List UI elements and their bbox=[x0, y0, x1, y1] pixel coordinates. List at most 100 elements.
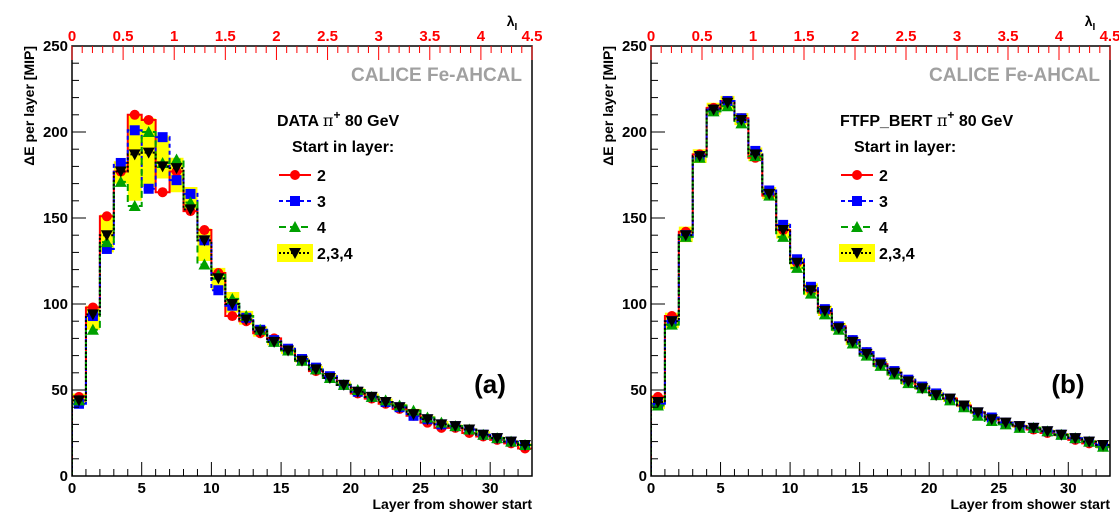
x-tick-label: 20 bbox=[342, 480, 359, 497]
plot-area bbox=[651, 95, 1110, 476]
legend-title: Start in layer: bbox=[854, 139, 956, 156]
lambda-subscript: I bbox=[515, 22, 518, 33]
top-tick-label: 4 bbox=[1055, 28, 1064, 45]
data-point-black bbox=[519, 440, 532, 452]
header-prefix: DATA bbox=[277, 113, 323, 130]
legend-marker bbox=[852, 170, 862, 180]
legend-entry-blue: 3 bbox=[279, 194, 326, 211]
data-point-blue bbox=[143, 183, 154, 194]
data-point-black bbox=[72, 395, 85, 407]
data-point-red bbox=[129, 109, 140, 120]
y-tick-label: 50 bbox=[630, 382, 647, 399]
data-point-black bbox=[651, 397, 664, 409]
data-point-red bbox=[143, 114, 154, 125]
top-tick-label: 3.5 bbox=[419, 28, 440, 45]
data-point-green bbox=[128, 199, 141, 211]
data-point-blue bbox=[129, 125, 140, 136]
data-point-black bbox=[957, 400, 970, 412]
series-line-green bbox=[651, 105, 1110, 476]
data-point-black bbox=[874, 359, 887, 371]
data-point-black bbox=[930, 390, 943, 402]
y-tick-label: 100 bbox=[43, 296, 68, 313]
top-tick-label: 4 bbox=[477, 28, 486, 45]
legend-entry-red: 2 bbox=[841, 168, 888, 185]
y-tick-label: 200 bbox=[43, 124, 68, 141]
legend-marker bbox=[289, 248, 301, 259]
data-point-black bbox=[679, 230, 692, 242]
x-tick-label: 25 bbox=[990, 480, 1007, 497]
data-point-black bbox=[888, 367, 901, 379]
data-point-black bbox=[309, 364, 322, 376]
data-point-green bbox=[114, 175, 127, 187]
data-point-black bbox=[1013, 421, 1026, 433]
data-point-black bbox=[435, 419, 448, 431]
top-tick-label: 2.5 bbox=[317, 28, 338, 45]
data-point-black bbox=[1083, 436, 1096, 448]
data-point-black bbox=[735, 114, 748, 126]
data-point-black bbox=[707, 104, 720, 116]
legend-marker bbox=[851, 221, 863, 232]
panel-label: (a) bbox=[474, 369, 506, 399]
y-tick-label: 0 bbox=[639, 468, 647, 485]
x-axis-title: Layer from shower start bbox=[373, 496, 533, 512]
top-tick-label: 0 bbox=[68, 28, 76, 45]
series-blue bbox=[72, 125, 532, 476]
legend-header: DATA π+ 80 GeV bbox=[277, 108, 399, 130]
x-tick-label: 0 bbox=[647, 480, 655, 497]
data-point-black bbox=[832, 323, 845, 335]
y-tick-label: 50 bbox=[51, 382, 68, 399]
data-point-green bbox=[170, 153, 183, 165]
legend-label: 4 bbox=[317, 220, 326, 237]
top-tick-label: 3 bbox=[953, 28, 961, 45]
plot-frame bbox=[71, 45, 533, 477]
top-tick-label: 4.5 bbox=[1100, 28, 1119, 45]
top-tick-label: 2 bbox=[851, 28, 859, 45]
x-tick-label: 10 bbox=[782, 480, 799, 497]
series-line-red bbox=[651, 100, 1110, 476]
data-point-black bbox=[268, 336, 281, 348]
data-point-black bbox=[142, 147, 155, 159]
data-point-black bbox=[491, 433, 504, 445]
legend-entry-blue: 3 bbox=[841, 194, 888, 211]
series-black bbox=[72, 147, 532, 476]
y-tick-label: 200 bbox=[622, 124, 647, 141]
data-point-black bbox=[749, 149, 762, 161]
data-point-green bbox=[777, 230, 790, 242]
top-tick-label: 2.5 bbox=[896, 28, 917, 45]
x-tick-label: 0 bbox=[68, 480, 76, 497]
y-axis-title: ΔE per layer [MIP] bbox=[600, 46, 616, 166]
data-point-red bbox=[199, 225, 210, 236]
legend-label: 2,3,4 bbox=[317, 246, 353, 263]
data-point-red bbox=[227, 311, 238, 322]
data-point-black bbox=[804, 285, 817, 297]
y-tick-label: 150 bbox=[622, 210, 647, 227]
legend-marker bbox=[290, 196, 300, 206]
legend-marker bbox=[852, 196, 862, 206]
top-tick-label: 3 bbox=[374, 28, 382, 45]
data-point-black bbox=[86, 309, 99, 321]
data-point-black bbox=[1055, 429, 1068, 441]
collaboration-label: CALICE Fe-AHCAL bbox=[351, 65, 522, 86]
collaboration-label: CALICE Fe-AHCAL bbox=[929, 65, 1100, 86]
plot-frame bbox=[650, 45, 1111, 477]
data-point-green bbox=[100, 236, 113, 248]
data-point-black bbox=[449, 421, 462, 433]
top-tick-label: 3.5 bbox=[998, 28, 1019, 45]
header-charge: + bbox=[947, 108, 954, 122]
header-particle: π bbox=[937, 111, 948, 130]
data-point-black bbox=[721, 97, 734, 109]
header-energy: 80 GeV bbox=[340, 113, 399, 130]
top-tick-label: 4.5 bbox=[522, 28, 543, 45]
data-point-black bbox=[323, 372, 336, 384]
x-tick-label: 5 bbox=[138, 480, 146, 497]
panel-label: (b) bbox=[1051, 369, 1084, 399]
x-axis-title: Layer from shower start bbox=[951, 496, 1111, 512]
legend-header: FTFP_BERT π+ 80 GeV bbox=[840, 108, 1013, 130]
data-point-black bbox=[916, 383, 929, 395]
series-black bbox=[651, 97, 1110, 476]
data-point-black bbox=[971, 407, 984, 419]
data-point-black bbox=[860, 348, 873, 360]
legend-marker bbox=[289, 221, 301, 232]
y-axis-title: ΔE per layer [MIP] bbox=[21, 46, 37, 166]
